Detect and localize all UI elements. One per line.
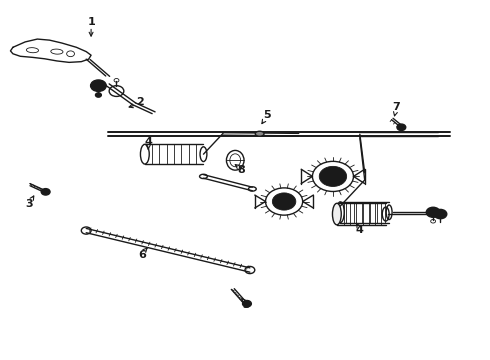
Text: 4: 4 (356, 225, 364, 235)
Circle shape (91, 80, 106, 91)
Circle shape (96, 93, 101, 97)
Circle shape (243, 301, 251, 307)
Text: 2: 2 (136, 97, 144, 107)
Circle shape (434, 210, 447, 219)
Circle shape (41, 189, 50, 195)
Ellipse shape (332, 203, 341, 225)
Circle shape (397, 124, 406, 131)
Text: 7: 7 (392, 102, 400, 112)
Text: 8: 8 (237, 165, 245, 175)
Text: 6: 6 (139, 249, 147, 260)
Text: 3: 3 (25, 199, 33, 210)
Text: 4: 4 (145, 137, 152, 147)
Circle shape (319, 166, 346, 186)
Ellipse shape (255, 131, 264, 136)
Text: 3: 3 (242, 300, 250, 310)
Circle shape (272, 193, 296, 210)
Circle shape (426, 207, 440, 217)
Text: 5: 5 (263, 111, 271, 121)
Text: 1: 1 (87, 17, 95, 27)
